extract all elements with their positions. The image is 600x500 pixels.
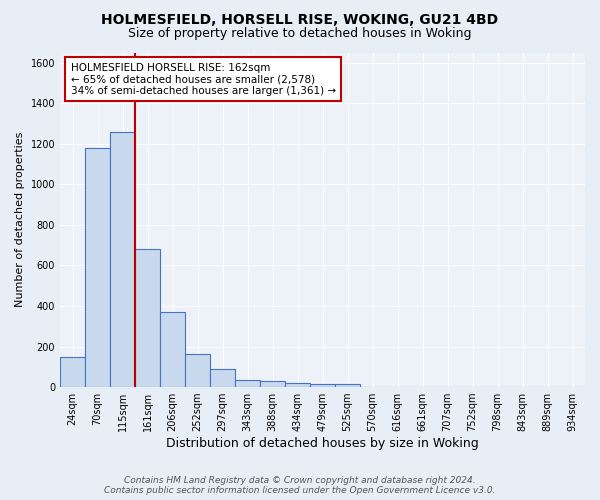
X-axis label: Distribution of detached houses by size in Woking: Distribution of detached houses by size … [166,437,479,450]
Bar [110,132,135,387]
Bar [135,249,160,387]
Bar [85,148,110,387]
Bar [235,380,260,387]
Y-axis label: Number of detached properties: Number of detached properties [15,132,25,308]
Bar [160,312,185,387]
Bar [335,384,360,387]
Text: HOLMESFIELD HORSELL RISE: 162sqm
← 65% of detached houses are smaller (2,578)
34: HOLMESFIELD HORSELL RISE: 162sqm ← 65% o… [71,62,335,96]
Text: Size of property relative to detached houses in Woking: Size of property relative to detached ho… [128,28,472,40]
Bar [310,384,335,387]
Text: Contains HM Land Registry data © Crown copyright and database right 2024.
Contai: Contains HM Land Registry data © Crown c… [104,476,496,495]
Bar [60,356,85,387]
Bar [285,383,310,387]
Bar [185,354,210,387]
Bar [260,381,285,387]
Bar [210,369,235,387]
Text: HOLMESFIELD, HORSELL RISE, WOKING, GU21 4BD: HOLMESFIELD, HORSELL RISE, WOKING, GU21 … [101,12,499,26]
